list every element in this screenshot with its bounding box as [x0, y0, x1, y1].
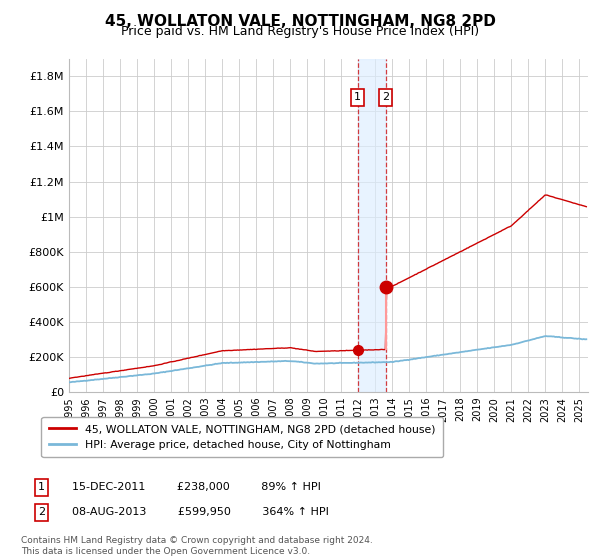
Bar [358, 59, 386, 392]
Text: 1: 1 [38, 482, 45, 492]
Text: 45, WOLLATON VALE, NOTTINGHAM, NG8 2PD: 45, WOLLATON VALE, NOTTINGHAM, NG8 2PD [104, 14, 496, 29]
Text: 2: 2 [38, 507, 45, 517]
Text: 15-DEC-2011         £238,000         89% ↑ HPI: 15-DEC-2011 £238,000 89% ↑ HPI [58, 482, 320, 492]
Text: Price paid vs. HM Land Registry's House Price Index (HPI): Price paid vs. HM Land Registry's House … [121, 25, 479, 38]
Legend: 45, WOLLATON VALE, NOTTINGHAM, NG8 2PD (detached house), HPI: Average price, det: 45, WOLLATON VALE, NOTTINGHAM, NG8 2PD (… [41, 417, 443, 457]
Text: 1: 1 [354, 92, 361, 102]
Text: 2: 2 [382, 92, 389, 102]
Text: Contains HM Land Registry data © Crown copyright and database right 2024.
This d: Contains HM Land Registry data © Crown c… [21, 536, 373, 556]
Text: 08-AUG-2013         £599,950         364% ↑ HPI: 08-AUG-2013 £599,950 364% ↑ HPI [58, 507, 328, 517]
